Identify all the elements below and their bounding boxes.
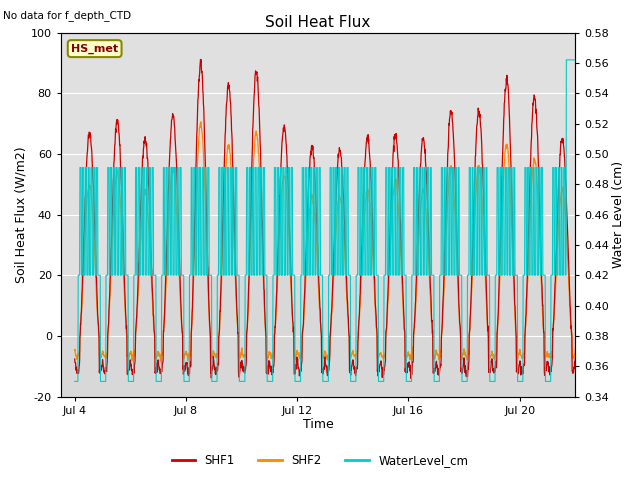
Text: HS_met: HS_met (71, 44, 118, 54)
Text: No data for f_depth_CTD: No data for f_depth_CTD (3, 10, 131, 21)
Title: Soil Heat Flux: Soil Heat Flux (266, 15, 371, 30)
Y-axis label: Water Level (cm): Water Level (cm) (612, 161, 625, 268)
X-axis label: Time: Time (303, 419, 333, 432)
Legend: SHF1, SHF2, WaterLevel_cm: SHF1, SHF2, WaterLevel_cm (167, 449, 473, 472)
Bar (61, 33, 575, 275)
Y-axis label: Soil Heat Flux (W/m2): Soil Heat Flux (W/m2) (15, 146, 28, 283)
